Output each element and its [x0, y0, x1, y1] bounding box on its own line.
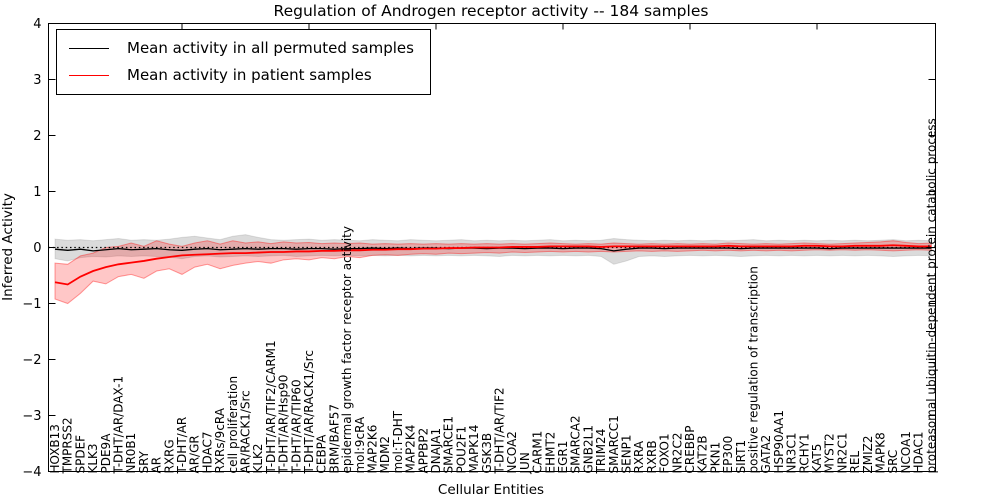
legend-line-swatch [69, 47, 109, 49]
x-tick-label: KAT5 [810, 444, 824, 474]
x-tick-label: positive regulation of transcription [747, 266, 761, 473]
x-tick-label: MAPK8 [874, 432, 888, 473]
x-tick-label: MAP2K4 [404, 425, 418, 474]
x-tick-label: SENP1 [620, 434, 634, 473]
x-tick-label: AR/RACK1/Src [239, 390, 253, 473]
x-tick-label: T-DHT/AR [175, 417, 189, 475]
y-tick-label: −4 [22, 465, 41, 480]
x-tick-label: proteasomal ubiquitin-dependent protein … [924, 118, 938, 473]
x-tick-label: KLK3 [86, 443, 100, 473]
y-axis-title: Inferred Activity [0, 193, 16, 301]
x-tick-label: T-DHT/AR/TIF2 [493, 387, 507, 474]
x-tick-label: HOXB13 [48, 424, 62, 473]
x-tick-label: HDAC7 [200, 431, 214, 473]
x-tick-label: CREBBP [683, 426, 697, 474]
x-tick-label: APPBP2 [416, 428, 430, 474]
x-tick-label: TMPRSS2 [61, 417, 75, 474]
x-tick-label: GATA2 [759, 435, 773, 474]
x-tick-label: TRIM24 [594, 429, 608, 475]
x-tick-label: SRY [137, 450, 151, 473]
x-axis-title: Cellular Entities [438, 482, 544, 498]
x-tick-label: NCOA1 [899, 431, 913, 473]
x-tick-label: MAPK14 [467, 425, 481, 474]
x-tick-label: BRM/BAF57 [327, 404, 341, 474]
x-tick-label: SMARCC1 [607, 415, 621, 473]
x-tick-label: GNB2L1 [581, 425, 595, 473]
x-tick-label: SIRT1 [734, 440, 748, 474]
legend-item: Mean activity in all permuted samples [69, 39, 414, 58]
y-tick-label: 3 [33, 73, 41, 88]
x-tick-label: ZMIZ2 [861, 436, 875, 474]
x-tick-label: RXRG [162, 439, 176, 473]
x-tick-label: HSP90AA1 [772, 410, 786, 474]
x-tick-label: mol:9cRA [353, 416, 367, 473]
x-tick-label: T-DHT/AR/RACK1/Src [302, 350, 316, 474]
x-tick-label: RXRA [632, 440, 646, 473]
y-tick-label: 1 [33, 185, 41, 200]
y-tick-label: 2 [33, 129, 41, 144]
x-tick-label: T-DHT/AR/DAX-1 [112, 376, 126, 475]
legend: Mean activity in all permuted samples Mea… [56, 29, 431, 95]
y-tick-label: −1 [22, 297, 41, 312]
legend-label: Mean activity in patient samples [127, 65, 372, 84]
x-tick-label: NR3C1 [785, 433, 799, 474]
plot-area: HOXB13TMPRSS2SPDEFKLK3PDE9AT-DHT/AR/DAX-… [22, 17, 938, 480]
x-tick-label: EHMT2 [543, 432, 557, 474]
x-tick-label: T-DHT/AR/TIP60 [289, 379, 303, 474]
x-tick-label: SMARCA2 [569, 415, 583, 473]
x-tick-label: T-DHT/AR/Hsp90 [277, 375, 291, 475]
x-tick-label: EP300 [721, 436, 735, 474]
x-tick-label: AR/GR [188, 435, 202, 473]
x-tick-label: RXRs/9cRA [213, 407, 227, 473]
x-tick-label: PKN1 [708, 442, 722, 474]
y-tick-label: 0 [33, 241, 41, 256]
x-tick-label: NCOA2 [505, 431, 519, 473]
x-tick-label: FOXO1 [658, 433, 672, 473]
x-tick-label: CARM1 [531, 431, 545, 474]
y-tick-label: −2 [22, 353, 41, 368]
band-permuted-samples-range [54, 234, 932, 265]
x-tick-label: MAP2K6 [366, 425, 380, 474]
x-tick-label: REL [848, 451, 862, 474]
x-tick-label: SMARCE1 [442, 416, 456, 474]
x-tick-label: MYST2 [823, 433, 837, 473]
patient-mean-line [54, 244, 932, 286]
band-patient-samples-range [54, 240, 932, 305]
x-tick-label: SRC [886, 450, 900, 474]
x-tick-label: KLK2 [251, 443, 265, 473]
x-tick-label: epidermal growth factor receptor activit… [340, 226, 354, 473]
legend-item: Mean activity in patient samples [69, 66, 414, 85]
x-tick-label: PDE9A [99, 433, 113, 474]
chart-title: Regulation of Androgen receptor activity… [274, 2, 709, 20]
x-tick-label: DNAJA1 [429, 428, 443, 474]
y-tick-label: 4 [33, 17, 41, 32]
x-tick-label: MDM2 [378, 436, 392, 474]
x-tick-label: NR2C2 [670, 433, 684, 474]
x-tick-label: CEBPA [315, 434, 329, 474]
legend-label: Mean activity in all permuted samples [127, 39, 414, 57]
x-tick-label: RXRB [645, 440, 659, 473]
x-tick-label: mol:T-DHT [391, 410, 405, 473]
x-tick-label: GSK3B [480, 433, 494, 474]
x-tick-label: AR [150, 457, 164, 474]
x-tick-label: SPDEF [73, 435, 87, 474]
y-tick-label: −3 [22, 409, 41, 424]
x-tick-label: NR2C1 [835, 433, 849, 474]
x-tick-label: EGR1 [556, 441, 570, 474]
x-tick-label: HDAC1 [912, 431, 926, 473]
legend-line-swatch [69, 74, 109, 76]
x-tick-label: RCHY1 [797, 433, 811, 473]
x-tick-label: JUN [518, 452, 532, 474]
x-tick-label: POU2F1 [454, 426, 468, 474]
x-tick-label: NR0B1 [124, 433, 138, 474]
x-tick-label: T-DHT/AR/TIF2/CARM1 [264, 340, 278, 474]
x-tick-label: cell proliferation [226, 376, 240, 474]
x-tick-label: KAT2B [696, 435, 710, 473]
